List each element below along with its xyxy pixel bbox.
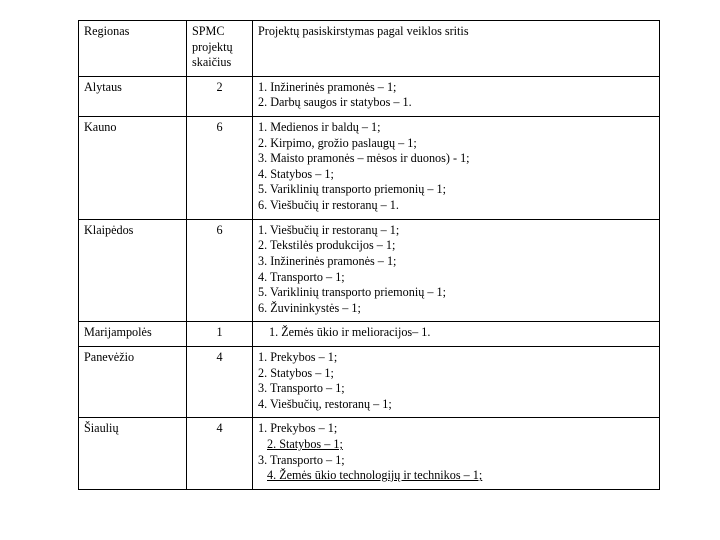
cell-count: 4	[187, 346, 253, 417]
projects-table: Regionas SPMC projektų skaičius Projektų…	[78, 20, 660, 490]
col-detail: Projektų pasiskirstymas pagal veiklos sr…	[253, 21, 660, 77]
cell-detail: 1. Prekybos – 1; 2. Statybos – 1; 3. Tra…	[253, 418, 660, 489]
cell-detail: 1. Medienos ir baldų – 1; 2. Kirpimo, gr…	[253, 117, 660, 220]
cell-count: 1	[187, 322, 253, 347]
cell-detail: 1. Inžinerinės pramonės – 1; 2. Darbų sa…	[253, 76, 660, 116]
cell-region: Alytaus	[79, 76, 187, 116]
col-count: SPMC projektų skaičius	[187, 21, 253, 77]
table-row: Šiaulių 4 1. Prekybos – 1; 2. Statybos –…	[79, 418, 660, 489]
table-row: Panevėžio 4 1. Prekybos – 1; 2. Statybos…	[79, 346, 660, 417]
table-header-row: Regionas SPMC projektų skaičius Projektų…	[79, 21, 660, 77]
cell-detail: 1. Viešbučių ir restoranų – 1; 2. Teksti…	[253, 219, 660, 322]
cell-count: 6	[187, 117, 253, 220]
cell-region: Panevėžio	[79, 346, 187, 417]
cell-count: 2	[187, 76, 253, 116]
cell-region: Klaipėdos	[79, 219, 187, 322]
col-region: Regionas	[79, 21, 187, 77]
cell-count: 6	[187, 219, 253, 322]
cell-region: Kauno	[79, 117, 187, 220]
cell-region: Marijampolės	[79, 322, 187, 347]
table-row: Marijampolės 1 1. Žemės ūkio ir meliorac…	[79, 322, 660, 347]
cell-count: 4	[187, 418, 253, 489]
table-row: Klaipėdos 6 1. Viešbučių ir restoranų – …	[79, 219, 660, 322]
cell-detail: 1. Žemės ūkio ir melioracijos– 1.	[253, 322, 660, 347]
cell-region: Šiaulių	[79, 418, 187, 489]
table-row: Alytaus 2 1. Inžinerinės pramonės – 1; 2…	[79, 76, 660, 116]
table-row: Kauno 6 1. Medienos ir baldų – 1; 2. Kir…	[79, 117, 660, 220]
cell-detail: 1. Prekybos – 1; 2. Statybos – 1; 3. Tra…	[253, 346, 660, 417]
